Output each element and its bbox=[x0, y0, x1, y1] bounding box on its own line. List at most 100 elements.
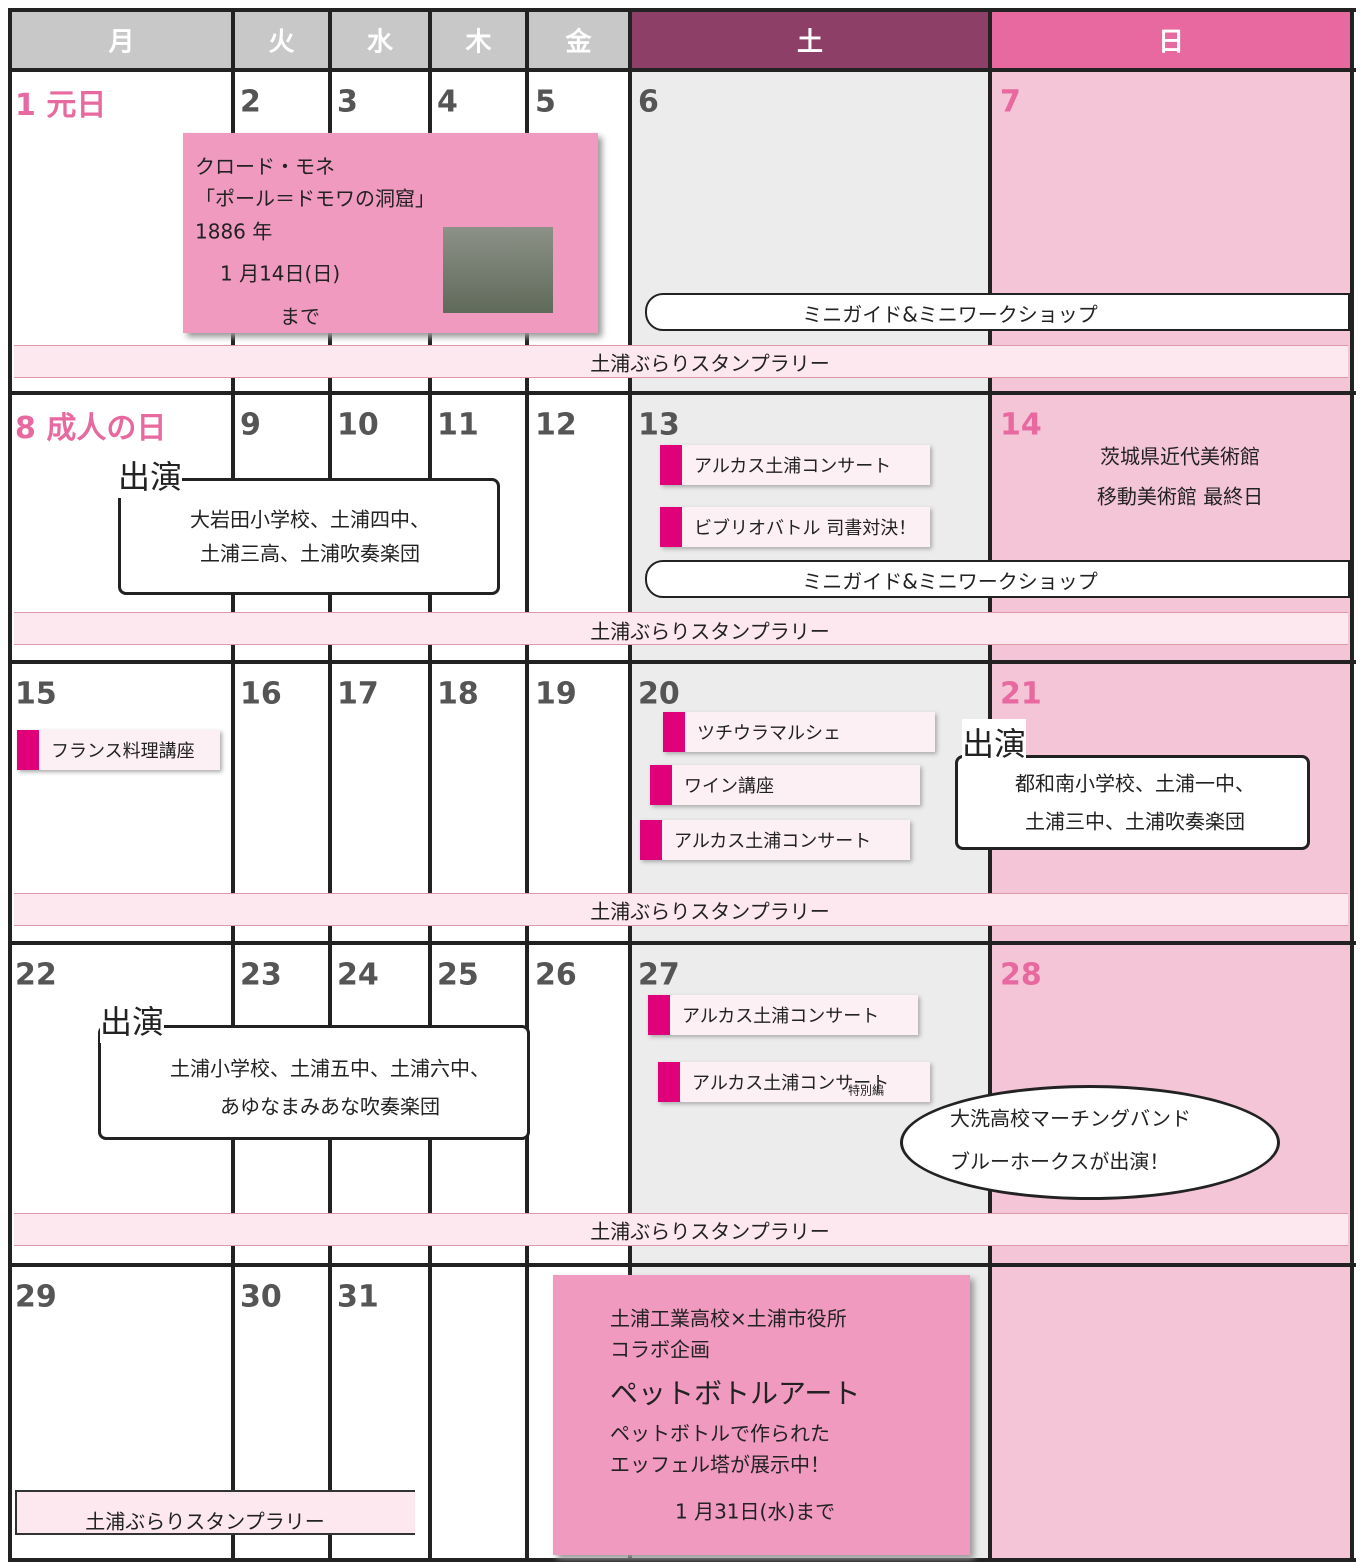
date: 25 bbox=[437, 957, 479, 993]
stamp-rally: 土浦ぶらりスタンプラリー bbox=[590, 899, 830, 924]
painting bbox=[443, 227, 553, 313]
date: 16 bbox=[240, 676, 282, 712]
stamp-rally-arrow bbox=[15, 1490, 415, 1535]
collab-text: ペットボトルで作られた bbox=[610, 1421, 830, 1446]
event-marker bbox=[660, 445, 682, 485]
event-card bbox=[658, 1062, 930, 1102]
date: 6 bbox=[638, 84, 659, 120]
column-line bbox=[8, 10, 12, 1562]
row-line bbox=[8, 68, 1356, 72]
mini-guide-arrow bbox=[645, 293, 1350, 331]
header-cell bbox=[430, 10, 527, 70]
date: 19 bbox=[535, 676, 577, 712]
event-marker bbox=[17, 730, 39, 770]
date: 17 bbox=[337, 676, 379, 712]
event-text: アルカス土浦コンサート bbox=[692, 1073, 890, 1094]
performers-text: 土浦三高、土浦吹奏楽団 bbox=[200, 541, 420, 566]
event-text: ワイン講座 bbox=[684, 776, 774, 797]
event-card bbox=[640, 820, 910, 860]
event-marker bbox=[658, 1062, 680, 1102]
day-name: 金 bbox=[565, 27, 592, 58]
stamp-rally-bar bbox=[14, 612, 1348, 645]
exhibition-text: まで bbox=[280, 304, 320, 329]
header-cell bbox=[330, 10, 430, 70]
sunday-note: 茨城県近代美術館 bbox=[1100, 444, 1260, 469]
date: 30 bbox=[240, 1279, 282, 1315]
event-text: アルカス土浦コンサート bbox=[682, 1006, 880, 1027]
date: 3 bbox=[337, 84, 358, 120]
performers-text: 土浦小学校、土浦五中、土浦六中、 bbox=[170, 1056, 490, 1081]
header-cell bbox=[10, 10, 233, 70]
row-line bbox=[8, 8, 1356, 12]
stamp-rally: 土浦ぶらりスタンプラリー bbox=[590, 1219, 830, 1244]
performers-box bbox=[98, 1025, 530, 1140]
row-line bbox=[8, 1263, 1356, 1267]
header-cell bbox=[233, 10, 330, 70]
performers-title: 出演 bbox=[962, 719, 1027, 765]
column-line bbox=[525, 10, 529, 1562]
date: 15 bbox=[15, 676, 57, 712]
callout-text: 大洗高校マーチングバンド bbox=[950, 1106, 1191, 1131]
header-cell bbox=[990, 10, 1352, 70]
row-line bbox=[8, 941, 1356, 945]
mini-guide: ミニガイド&ミニワークショップ bbox=[802, 569, 1098, 594]
date: 14 bbox=[1000, 407, 1042, 443]
date: 23 bbox=[240, 957, 282, 993]
date: 24 bbox=[337, 957, 379, 993]
event-marker bbox=[648, 995, 670, 1035]
event-text: アルカス土浦コンサート bbox=[694, 456, 892, 477]
stamp-rally-bar bbox=[14, 345, 1348, 378]
sunday-note: 移動美術館 最終日 bbox=[1096, 484, 1264, 509]
date: 5 bbox=[535, 84, 556, 120]
stamp-rally: 土浦ぶらりスタンプラリー bbox=[85, 1509, 325, 1534]
column-line bbox=[1350, 10, 1354, 1562]
column-line bbox=[328, 10, 332, 1562]
day-name: 火 bbox=[268, 27, 295, 58]
date: 28 bbox=[1000, 957, 1042, 993]
date: 18 bbox=[437, 676, 479, 712]
collab-text: エッフェル塔が展示中！ bbox=[610, 1452, 830, 1477]
date: 22 bbox=[15, 957, 57, 993]
date: 20 bbox=[638, 676, 680, 712]
exhibition-text: 1886 年 bbox=[195, 219, 273, 244]
row-line bbox=[8, 391, 1356, 395]
date: 26 bbox=[535, 957, 577, 993]
day-name: 土 bbox=[796, 27, 824, 58]
exhibition-text: 「ポール＝ドモワの洞窟」 bbox=[195, 186, 435, 211]
stamp-rally-bar bbox=[14, 893, 1348, 926]
date: 10 bbox=[337, 407, 379, 443]
event-marker bbox=[663, 712, 685, 752]
collab-text: 土浦工業高校×土浦市役所 bbox=[610, 1306, 847, 1331]
exhibition-text: クロード・モネ bbox=[195, 154, 335, 179]
row-line bbox=[8, 660, 1356, 664]
header-cell bbox=[527, 10, 630, 70]
mini-guide: ミニガイド&ミニワークショップ bbox=[802, 302, 1098, 327]
date: 8 成人の日 bbox=[15, 411, 167, 446]
callout-text: ブルーホークスが出演！ bbox=[950, 1149, 1170, 1174]
event-marker bbox=[660, 507, 682, 547]
performers-title: 出演 bbox=[100, 997, 165, 1043]
date: 12 bbox=[535, 407, 577, 443]
event-text: フランス料理講座 bbox=[51, 741, 195, 762]
date: 29 bbox=[15, 1279, 57, 1315]
date: 2 bbox=[240, 84, 261, 120]
date: 11 bbox=[437, 407, 479, 443]
event-card bbox=[650, 765, 920, 805]
performers-text: 大岩田小学校、土浦四中、 bbox=[190, 507, 430, 532]
stamp-rally: 土浦ぶらりスタンプラリー bbox=[590, 351, 830, 376]
day-name: 月 bbox=[108, 27, 135, 58]
collab-text: コラボ企画 bbox=[610, 1337, 710, 1362]
column-line bbox=[628, 10, 632, 1562]
date: 1 元日 bbox=[15, 88, 107, 123]
date: 7 bbox=[1000, 84, 1021, 120]
stamp-rally: 土浦ぶらりスタンプラリー bbox=[590, 619, 830, 644]
event-marker bbox=[640, 820, 662, 860]
date: 31 bbox=[337, 1279, 379, 1315]
performers-text: 都和南小学校、土浦一中、 bbox=[1015, 771, 1255, 796]
exhibition-text: 1 月14日(日) bbox=[220, 261, 341, 286]
column-line bbox=[428, 10, 432, 1562]
event-text: ツチウラマルシェ bbox=[697, 723, 841, 744]
collab-text: ペットボトルアート bbox=[610, 1377, 861, 1410]
mini-guide-arrow bbox=[645, 560, 1350, 598]
